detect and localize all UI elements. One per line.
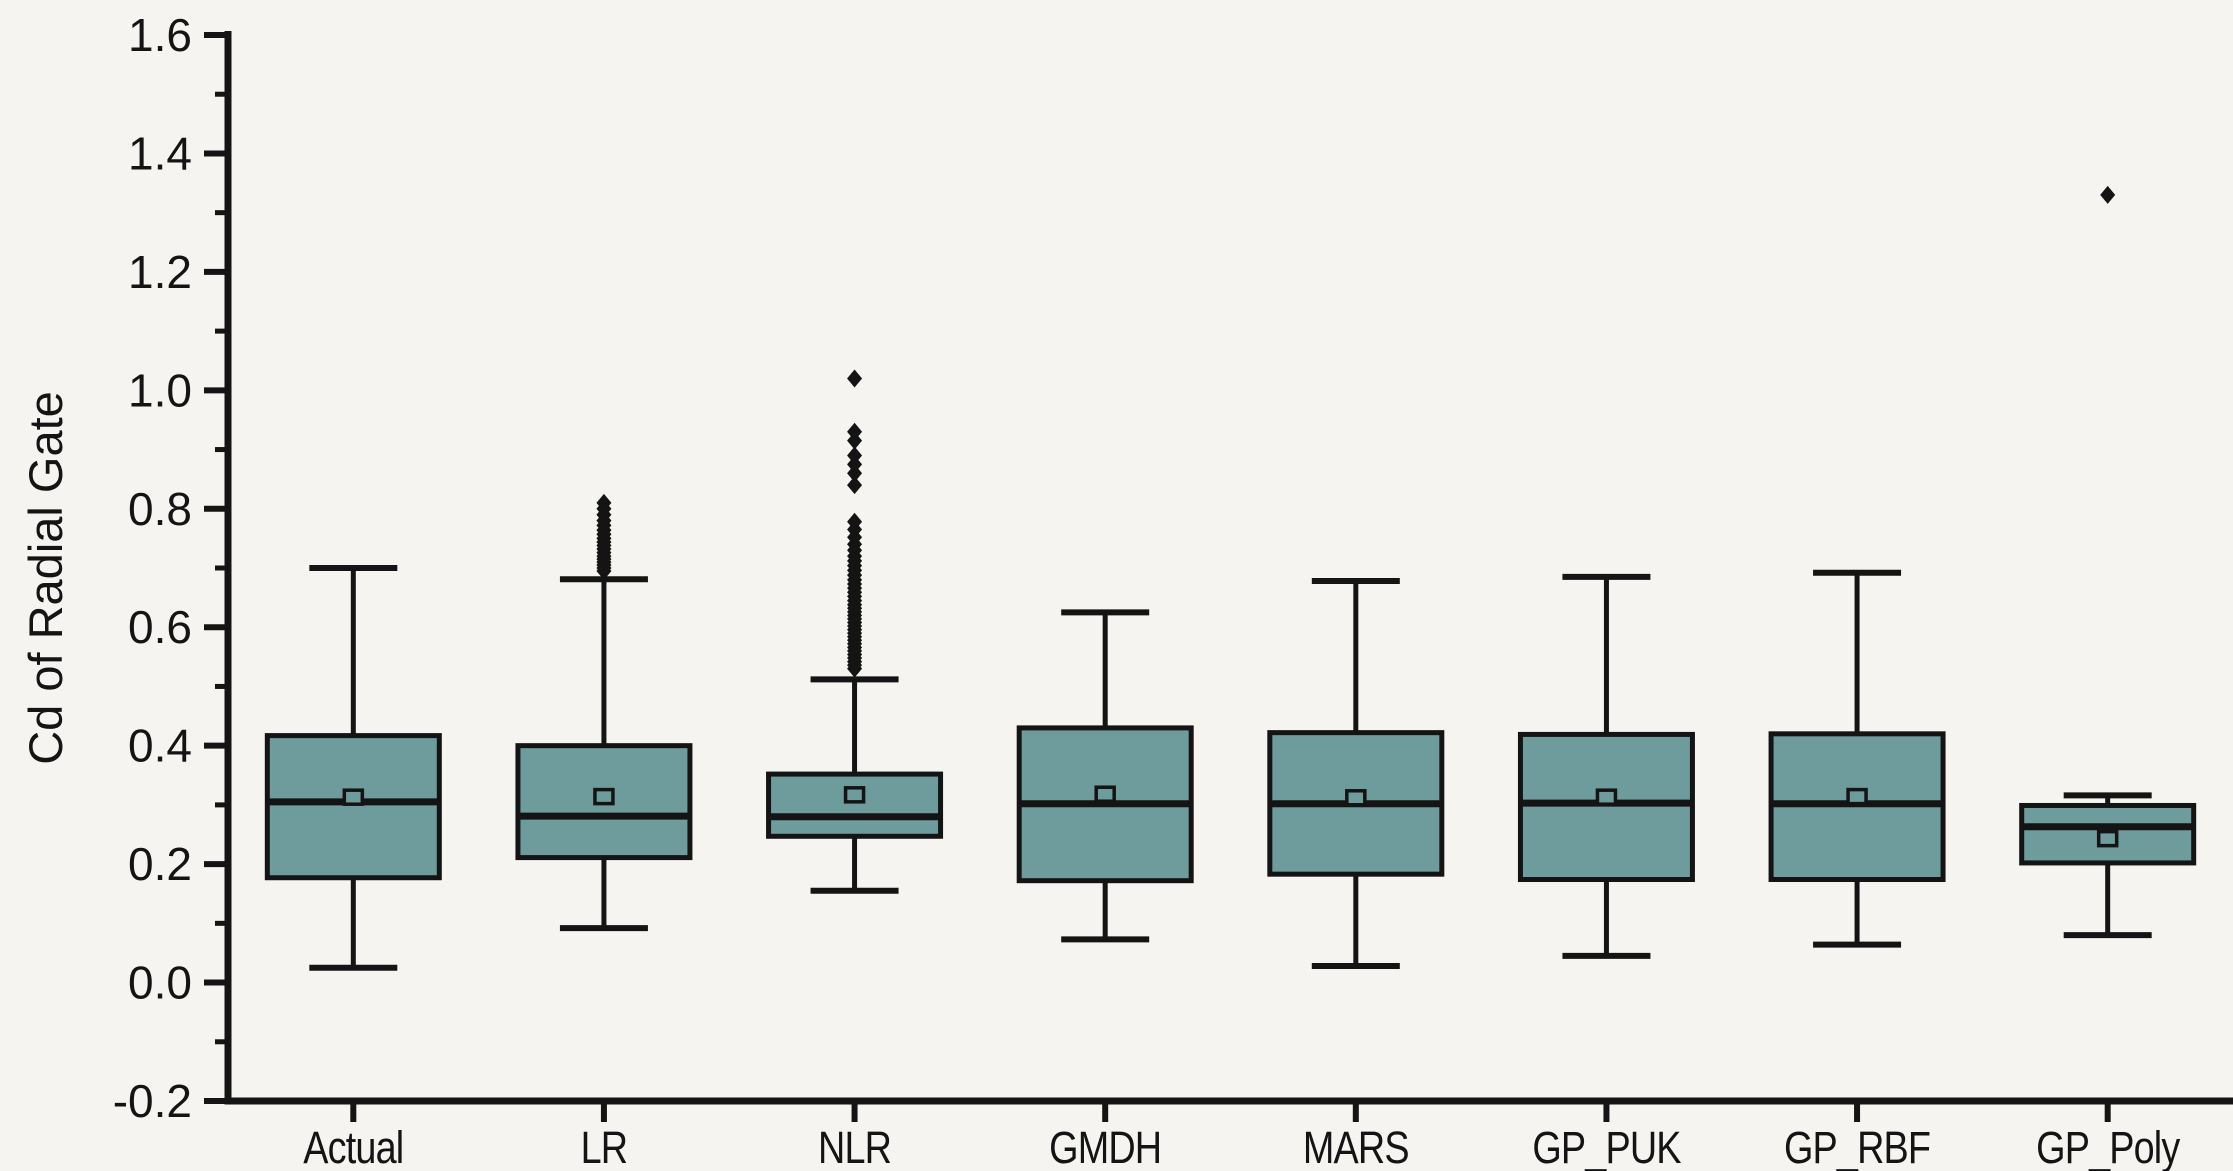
mean-marker bbox=[1094, 785, 1116, 803]
x-category-label: GMDH bbox=[1049, 1122, 1161, 1171]
outlier-diamond bbox=[2100, 185, 2116, 204]
x-category-label: Actual bbox=[303, 1122, 403, 1171]
x-category-label: NLR bbox=[818, 1122, 891, 1171]
box-group-mars bbox=[1267, 578, 1445, 969]
x-category-label: MARS bbox=[1303, 1122, 1409, 1171]
axes-layer: -0.2 0.0 0.2 0.4 0.6 0.8 1.0 1.2 1.4 1.6 Actual LR N… bbox=[113, 9, 2233, 1171]
box-group-actual bbox=[264, 565, 442, 971]
y-tick-label: -0.2 bbox=[113, 1075, 192, 1127]
box-group-gmdh bbox=[1016, 609, 1194, 943]
mean-marker bbox=[2096, 829, 2119, 848]
box-group-gp_poly bbox=[2019, 185, 2197, 939]
outlier-diamond bbox=[847, 422, 863, 441]
iqr-box bbox=[1517, 731, 1695, 883]
outlier-diamond bbox=[847, 369, 863, 388]
y-tick-label: 1.4 bbox=[128, 127, 192, 179]
y-tick-label: 1.2 bbox=[128, 246, 192, 298]
y-tick-label: 0.0 bbox=[128, 957, 192, 1009]
y-tick-label: 0.8 bbox=[128, 483, 192, 535]
box-group-gp_puk bbox=[1517, 573, 1695, 959]
y-tick-label: 0.2 bbox=[128, 838, 192, 890]
y-tick-label: 0.4 bbox=[128, 720, 192, 772]
y-tick-label: 1.6 bbox=[128, 9, 192, 61]
outlier-diamond bbox=[596, 493, 612, 512]
y-axis-title: Cd of Radial Gate bbox=[19, 391, 72, 765]
mean-marker bbox=[342, 788, 365, 806]
mean-marker bbox=[1595, 788, 1618, 806]
outlier-diamond bbox=[847, 512, 863, 531]
boxes-layer bbox=[264, 185, 2197, 971]
y-tick-label: 1.0 bbox=[128, 364, 192, 416]
box-group-lr bbox=[515, 493, 693, 932]
outlier-diamond bbox=[847, 476, 863, 495]
box-group-gp_rbf bbox=[1768, 569, 1946, 948]
y-tick-label: 0.6 bbox=[128, 601, 192, 653]
x-category-label: LR bbox=[581, 1122, 628, 1171]
mean-marker bbox=[593, 787, 615, 806]
iqr-box bbox=[766, 771, 944, 839]
mean-marker bbox=[1846, 787, 1868, 806]
x-category-label: GP_RBF bbox=[1784, 1122, 1930, 1171]
x-category-label: GP_PUK bbox=[1532, 1122, 1681, 1171]
mean-marker bbox=[843, 786, 866, 804]
outlier-diamond bbox=[847, 446, 863, 465]
x-category-label: GP_Poly bbox=[2036, 1122, 2180, 1171]
box-group-nlr bbox=[766, 369, 944, 894]
iqr-box bbox=[264, 733, 442, 881]
mean-marker bbox=[1345, 789, 1367, 807]
